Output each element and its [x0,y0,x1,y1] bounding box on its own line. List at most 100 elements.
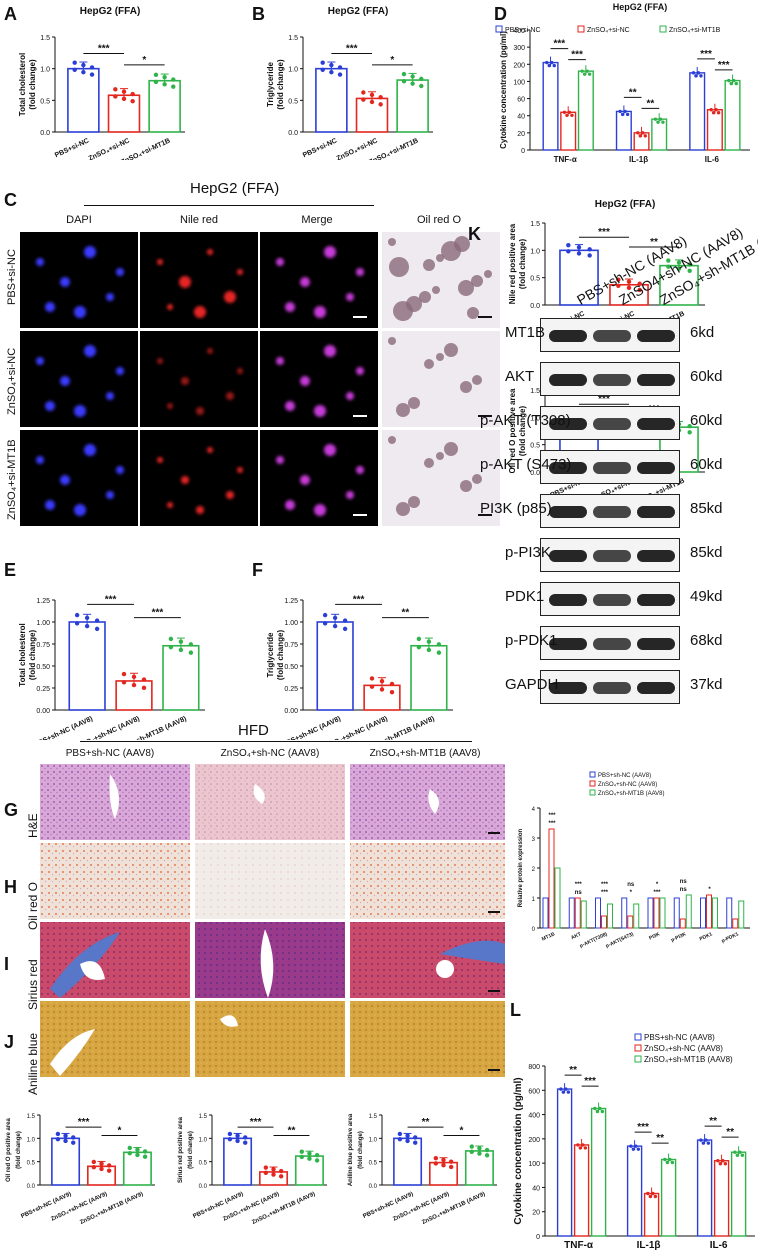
data-point [63,1133,68,1138]
data-point [74,612,80,618]
lipid-blob [207,249,213,255]
panel-letter-b: B [252,4,265,24]
data-point [178,647,184,653]
merge-blob [300,376,310,386]
lipid-blob [157,259,163,265]
data-point [99,1161,104,1166]
bar [713,1160,730,1237]
nucleus-blob [84,444,96,456]
data-point [734,81,738,86]
blot-p-pi3k [540,538,680,572]
y-axis-label: (fold change) [28,630,37,681]
data-point [716,111,721,115]
data-point [469,1144,474,1149]
oil-red-cell [424,359,434,369]
hfd-title-rule [80,741,472,742]
data-point [299,1149,304,1154]
legend-swatch [659,25,667,33]
y-tick-label: 1 [532,897,536,903]
oil-red-cell [389,257,409,277]
bar [542,61,559,151]
bar [660,1158,677,1237]
sig-label: * [118,1126,122,1137]
blot-band [549,638,587,650]
data-point [545,60,549,65]
data-point [413,1140,418,1145]
y-axis-label: (fold change) [276,630,285,681]
data-point [397,1137,403,1142]
data-point [636,131,640,135]
data-point [733,1150,737,1154]
data-point [687,268,692,273]
sig-label: *** [575,882,583,888]
data-point [484,1147,490,1153]
data-point [441,1163,446,1168]
bar [542,897,549,929]
data-point [593,1106,597,1111]
data-point [74,621,80,626]
data-point [625,112,630,117]
x-tick-label: ZnSO₄+si-NC [336,137,379,160]
blot-band [549,506,587,518]
y-axis-label: Cytokine concentration (pg/ml) [513,1077,524,1224]
data-point [188,650,194,655]
data-point [153,79,159,85]
lipid-blob [237,368,243,374]
blot-band [549,330,587,342]
blot-band [593,506,631,518]
data-point [405,1138,410,1144]
panel-letter-e: E [4,560,17,580]
data-point [361,90,366,95]
data-point [578,1146,583,1150]
legend-swatch [634,1055,642,1063]
oil-red-cell [388,238,396,246]
y-tick-label: 0.75 [284,642,298,649]
nucleus-blob [106,491,114,499]
data-point [307,1156,312,1161]
merge-blob [314,405,326,417]
y-tick-label: 1.0 [530,415,540,422]
sig-label: *** [152,608,164,619]
blot-label: PDK1 [505,588,545,605]
sig-label: ns [627,882,635,888]
data-point [113,87,118,92]
sig-label: * [460,1126,464,1137]
bar [732,918,739,929]
data-point [84,623,90,629]
y-tick-label: 0.5 [530,443,540,450]
merge-blob [285,401,295,411]
chart-title: HepG2 (FFA) [613,2,668,12]
data-point [142,1154,148,1159]
nucleus-blob [116,367,124,375]
data-point [378,102,383,107]
y-tick-label: 0.0 [288,130,298,137]
y-tick-label: 20 [517,131,525,138]
panel-letter-i: I [4,954,10,974]
merge-blob [356,367,364,375]
data-point [332,615,338,621]
merge-blob [346,491,354,499]
nucleus-blob [84,345,96,357]
lipid-blob [237,467,243,473]
data-point [661,120,665,124]
nucleus-blob [60,376,70,386]
y-tick-label: 0.5 [40,98,50,105]
hfd-col-znso4-sh-nc: ZnSO₄+sh-NC (AAV8) [220,748,320,759]
bar [51,1137,81,1186]
data-point [587,253,592,258]
data-point [676,260,682,265]
data-point [598,1106,602,1111]
scale-bars [353,316,492,516]
y-axis-label: Total cholesterol [18,53,27,116]
bar [724,79,741,151]
panel-letter-l: L [510,1000,521,1020]
y-tick-label: 1.5 [40,35,50,42]
nucleus-blob [74,405,86,417]
data-point [626,285,632,291]
data-point [637,287,642,293]
y-tick-label: 0.50 [36,664,50,671]
y-tick-label: 1.0 [288,67,298,74]
blot-pdk1 [540,582,680,616]
y-tick-label: 0.00 [284,708,298,715]
data-point [653,1194,658,1199]
